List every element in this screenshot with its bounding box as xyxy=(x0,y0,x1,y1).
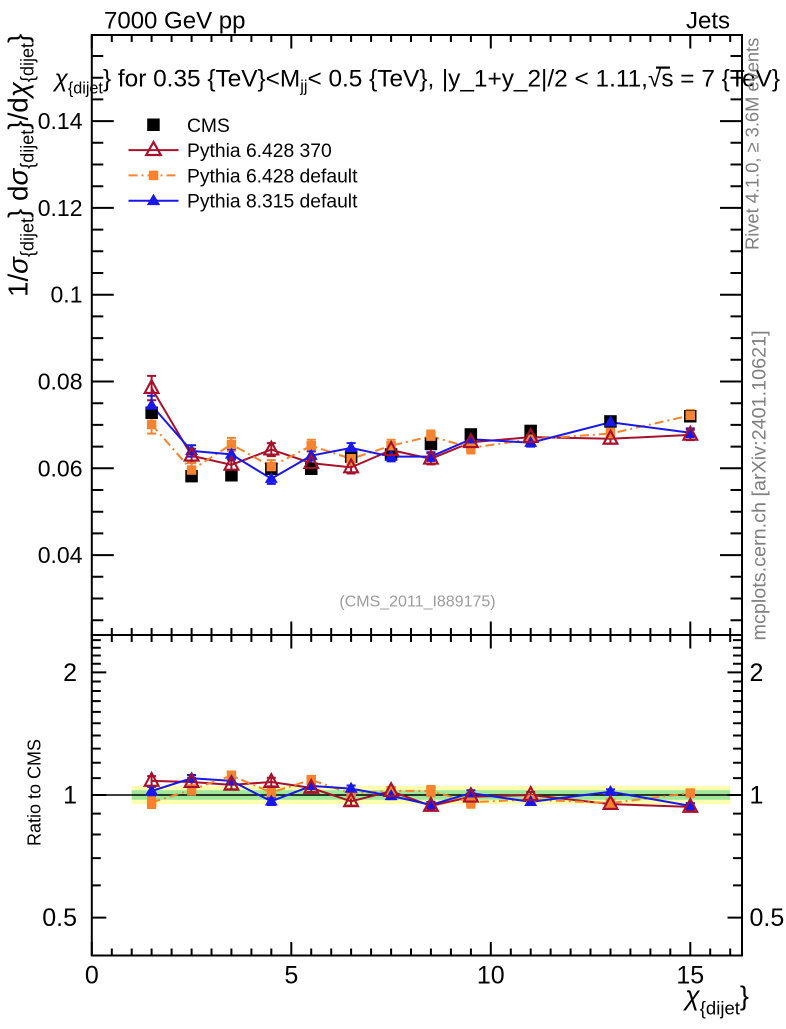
svg-text:10: 10 xyxy=(477,962,505,990)
svg-text:χ{dijet} for 0.35 {TeV}<Mjj< 0: χ{dijet} for 0.35 {TeV}<Mjj< 0.5 {TeV}, xyxy=(53,66,435,98)
svg-text:χ{dijet}: χ{dijet} xyxy=(683,981,749,1019)
svg-text:0.5: 0.5 xyxy=(750,904,785,932)
svg-text:0.06: 0.06 xyxy=(38,455,83,481)
svg-text:5: 5 xyxy=(284,962,298,990)
svg-text:15: 15 xyxy=(676,962,704,990)
svg-text:7000 GeV pp: 7000 GeV pp xyxy=(104,8,245,35)
svg-text:(CMS_2011_I889175): (CMS_2011_I889175) xyxy=(339,594,495,611)
svg-text:0.1: 0.1 xyxy=(51,282,83,308)
svg-text:Pythia 6.428 default: Pythia 6.428 default xyxy=(187,166,358,187)
svg-text:Rivet 4.1.0, ≥ 3.6M events: Rivet 4.1.0, ≥ 3.6M events xyxy=(742,38,763,250)
svg-text:Ratio to CMS: Ratio to CMS xyxy=(25,739,45,846)
svg-text:2: 2 xyxy=(63,659,77,687)
svg-text:0.5: 0.5 xyxy=(42,904,77,932)
svg-text:0.04: 0.04 xyxy=(38,542,83,568)
svg-text:0.08: 0.08 xyxy=(38,369,83,395)
svg-text:Pythia 6.428 370: Pythia 6.428 370 xyxy=(187,141,332,162)
svg-text:0: 0 xyxy=(85,962,99,990)
svg-text:2: 2 xyxy=(750,659,764,687)
svg-text:1/σ{dijet} dσ{dijet}/dχ{dijet}: 1/σ{dijet} dσ{dijet}/dχ{dijet} xyxy=(3,34,38,297)
svg-text:|y_1+y_2|/2 < 1.11,√s = 7 {TeV: |y_1+y_2|/2 < 1.11,√s = 7 {TeV} xyxy=(442,66,780,93)
svg-text:0.14: 0.14 xyxy=(38,108,83,134)
svg-text:mcplots.cern.ch [arXiv:2401.10: mcplots.cern.ch [arXiv:2401.10621] xyxy=(749,330,771,640)
svg-text:CMS: CMS xyxy=(187,116,230,137)
svg-text:1: 1 xyxy=(750,782,764,810)
svg-text:Pythia 8.315 default: Pythia 8.315 default xyxy=(187,192,358,213)
svg-text:1: 1 xyxy=(63,782,77,810)
svg-text:0.12: 0.12 xyxy=(38,195,83,221)
svg-text:Jets: Jets xyxy=(686,8,730,35)
